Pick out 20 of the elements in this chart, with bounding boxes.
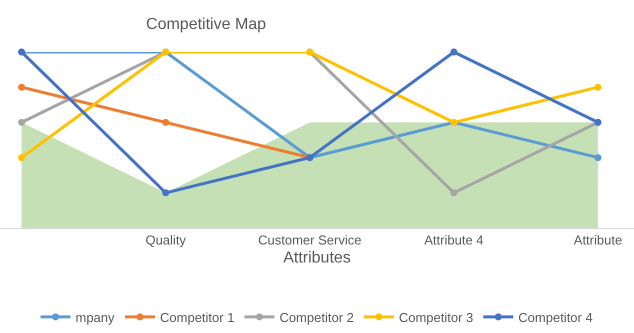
point (450, 189, 458, 196)
legend-label: mpany (76, 310, 116, 325)
x-tick-label: Quality (145, 232, 186, 248)
point (594, 154, 602, 162)
chart-title: Competitive Map (146, 16, 266, 33)
x-tick-label: Attribute 4 (424, 232, 484, 248)
x-axis-title: Attributes (283, 249, 351, 266)
point (162, 118, 170, 126)
point (594, 84, 602, 91)
x-tick-label: Attribute (574, 232, 622, 248)
legend-label: Competitor 2 (279, 310, 354, 325)
legend-label: Competitor 1 (160, 310, 234, 325)
x-tick-label: Customer Service (258, 232, 362, 248)
point (450, 48, 458, 56)
point (18, 84, 26, 91)
legend-label: Competitor 4 (518, 310, 593, 325)
point (18, 118, 26, 126)
point (18, 154, 26, 162)
legend-label: Competitor 3 (398, 310, 474, 325)
point (162, 189, 170, 196)
